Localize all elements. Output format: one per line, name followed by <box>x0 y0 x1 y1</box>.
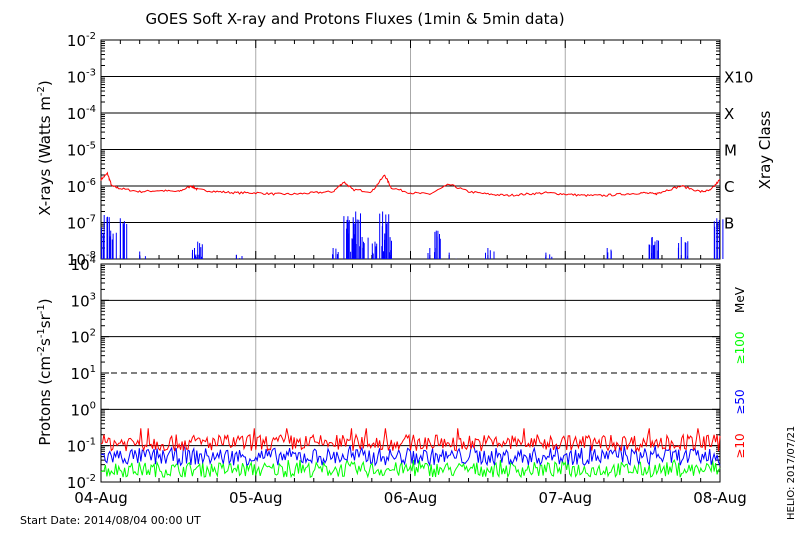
xray-long-series <box>100 171 721 198</box>
y-tick-label: 102 <box>71 328 96 347</box>
proton-axis-title: Protons (cm-2s-1sr-1) <box>36 298 54 445</box>
xray-class-label-b: B <box>724 215 734 233</box>
xray-class-label-x10: X10 <box>724 69 753 87</box>
xray-class-label-x: X <box>724 105 734 123</box>
proton-energy-label: ≥10 <box>733 433 747 458</box>
y-tick-label: 10-6 <box>67 177 96 196</box>
xray-class-label-c: C <box>724 178 734 196</box>
x-tick-label: 08-Aug <box>693 489 746 507</box>
credit-label: HELIO: 2017/07/21 <box>786 426 797 520</box>
y-tick-label: 10-4 <box>67 104 96 123</box>
xray-short-series <box>101 211 724 259</box>
start-date-label: Start Date: 2014/08/04 00:00 UT <box>20 514 201 527</box>
y-tick-label: 10-2 <box>67 473 96 492</box>
chart-title: GOES Soft X-ray and Protons Fluxes (1min… <box>145 10 564 28</box>
y-tick-label: 10-8 <box>67 250 96 269</box>
xray-class-axis-title: Xray Class <box>756 110 774 189</box>
xray-axis-title: X-rays (Watts m-2) <box>36 80 54 215</box>
proton-series <box>100 444 721 467</box>
y-tick-label: 10-3 <box>67 68 96 87</box>
y-tick-label: 104 <box>71 255 96 274</box>
proton-energy-label: ≥100 <box>733 332 747 365</box>
xray-panel: 10-8 10-7 10-6 10-5 10-4 10-3 10-2 X10 X MC B <box>67 31 753 269</box>
y-tick-label: 100 <box>71 400 96 419</box>
y-tick-label: 10-7 <box>67 214 96 233</box>
x-tick-label: 06-Aug <box>384 489 437 507</box>
proton-energy-label: ≥50 <box>733 389 747 414</box>
y-tick-label: 10-2 <box>67 31 96 50</box>
y-tick-label: 101 <box>71 364 96 383</box>
proton-series <box>100 458 721 479</box>
proton-energy-label: MeV <box>733 286 747 313</box>
x-tick-label: 04-Aug <box>74 489 127 507</box>
x-tick-label: 07-Aug <box>539 489 592 507</box>
proton-series <box>100 428 721 453</box>
y-tick-label: 10-5 <box>67 141 96 160</box>
y-tick-label: 103 <box>71 291 96 310</box>
y-tick-label: 10-1 <box>67 437 96 456</box>
x-tick-label: 05-Aug <box>229 489 282 507</box>
xray-class-label-m: M <box>724 142 737 160</box>
proton-panel: 10-2 10-1 100 101 102 103 104 MeV ≥100 ≥50 ≥10 04-A… <box>67 255 747 507</box>
